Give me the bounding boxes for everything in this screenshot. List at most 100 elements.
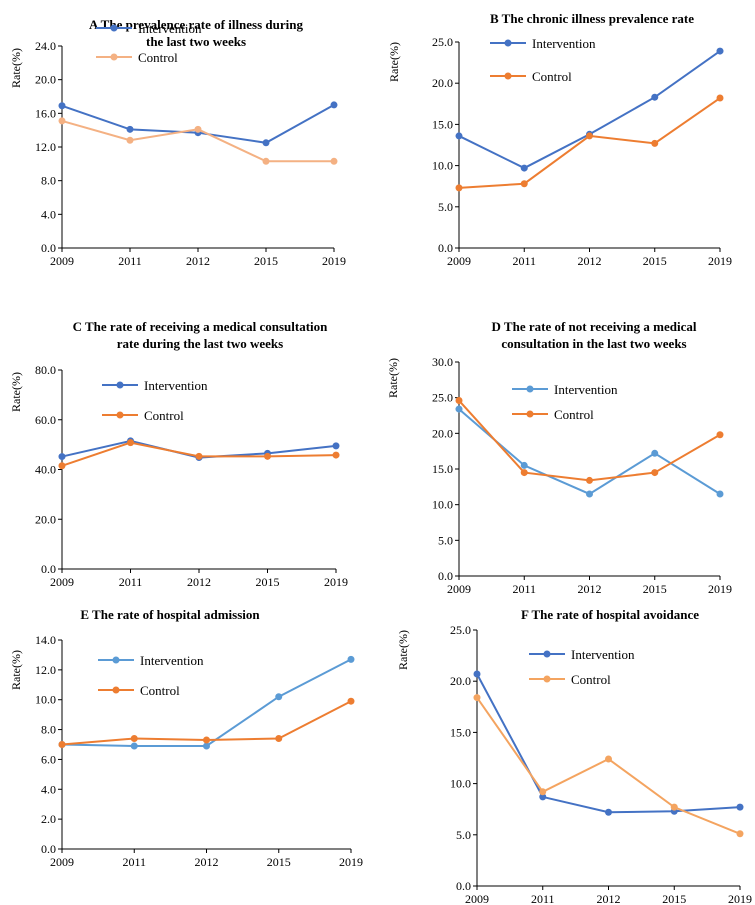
- data-point-intervention: [651, 449, 659, 457]
- data-point-control: [130, 735, 138, 743]
- data-point-intervention: [330, 101, 338, 109]
- x-tick-label: 2015: [662, 892, 686, 905]
- data-point-control: [605, 755, 612, 763]
- data-point-control: [716, 431, 724, 439]
- y-tick-label: 30.0: [432, 355, 453, 369]
- data-point-intervention: [716, 47, 724, 55]
- y-tick-label: 6.0: [41, 752, 56, 766]
- data-point-intervention: [605, 808, 612, 816]
- y-tick-label: 10.0: [432, 159, 453, 173]
- y-tick-label: 20.0: [450, 674, 471, 688]
- data-point-intervention: [520, 164, 528, 172]
- x-tick-label: 2019: [728, 892, 752, 905]
- x-tick-label: 2011: [122, 855, 146, 869]
- data-point-control: [651, 469, 659, 477]
- y-tick-label: 20.0: [35, 512, 56, 526]
- y-axis-label: Rate(%): [387, 42, 401, 82]
- x-tick-label: 2011: [531, 892, 555, 905]
- y-axis-label: Rate(%): [396, 630, 410, 670]
- data-point-control: [330, 157, 338, 165]
- legend-label-control: Control: [554, 407, 594, 422]
- series-line-intervention: [61, 104, 335, 144]
- data-point-control: [58, 741, 66, 748]
- legend-marker-control: [116, 411, 124, 419]
- x-tick-label: 2009: [50, 575, 74, 589]
- legend-marker-control: [543, 675, 551, 683]
- data-point-intervention: [130, 742, 138, 750]
- x-tick-label: 2012: [186, 254, 210, 268]
- y-tick-label: 25.0: [432, 35, 453, 49]
- data-point-intervention: [275, 693, 283, 701]
- y-tick-label: 15.0: [432, 117, 453, 131]
- y-tick-label: 20.0: [35, 73, 56, 87]
- x-tick-label: 2009: [50, 254, 74, 268]
- data-point-control: [262, 157, 270, 165]
- y-tick-label: 15.0: [450, 725, 471, 739]
- y-tick-label: 40.0: [35, 463, 56, 477]
- y-tick-label: 10.0: [35, 693, 56, 707]
- x-tick-label: 2015: [267, 855, 291, 869]
- data-point-intervention: [455, 132, 463, 140]
- y-tick-label: 10.0: [432, 498, 453, 512]
- chart-panel-a: A The prevalence rate of illness during t…: [9, 17, 346, 268]
- y-tick-label: 15.0: [432, 462, 453, 476]
- chart-title: consultation in the last two weeks: [501, 336, 686, 351]
- legend-marker-intervention: [526, 385, 534, 393]
- series-line-intervention: [458, 50, 721, 170]
- y-tick-label: 24.0: [35, 39, 56, 53]
- data-point-intervention: [539, 793, 547, 801]
- legend-marker-control: [112, 686, 120, 694]
- legend-marker-intervention: [116, 381, 124, 389]
- data-point-control: [736, 830, 744, 838]
- chart-panel-d: D The rate of not receiving a medical con…: [386, 319, 732, 596]
- x-tick-label: 2019: [322, 254, 346, 268]
- y-tick-label: 12.0: [35, 663, 56, 677]
- y-tick-label: 8.0: [41, 723, 56, 737]
- chart-title: C The rate of receiving a medical consul…: [73, 319, 329, 334]
- data-point-intervention: [736, 803, 744, 811]
- x-tick-label: 2015: [256, 575, 280, 589]
- y-tick-label: 10.0: [450, 777, 471, 791]
- legend-label-control: Control: [532, 69, 572, 84]
- data-point-intervention: [651, 93, 659, 101]
- series-line-control: [458, 97, 721, 189]
- data-point-control: [58, 117, 66, 125]
- x-tick-label: 2009: [465, 892, 489, 905]
- legend-label-control: Control: [138, 50, 178, 65]
- chart-panel-c: C The rate of receiving a medical consul…: [9, 319, 348, 589]
- y-tick-label: 5.0: [456, 828, 471, 842]
- legend-label-intervention: Intervention: [138, 21, 202, 36]
- x-tick-label: 2012: [195, 855, 219, 869]
- data-point-control: [473, 694, 481, 702]
- data-point-intervention: [262, 139, 270, 147]
- y-axis-label: Rate(%): [9, 650, 23, 690]
- data-point-control: [586, 476, 593, 484]
- y-tick-label: 16.0: [35, 106, 56, 120]
- legend-label-control: Control: [144, 408, 184, 423]
- y-tick-label: 14.0: [35, 633, 56, 647]
- data-point-control: [455, 397, 463, 405]
- data-point-intervention: [332, 442, 340, 450]
- series-line-intervention: [476, 673, 741, 814]
- data-point-intervention: [58, 102, 66, 110]
- chart-panel-f: F The rate of hospital avoidance Rate(%) 0…: [396, 607, 752, 905]
- data-point-control: [275, 735, 283, 743]
- chart-panel-b: B The chronic illness prevalence rate Rat…: [387, 11, 732, 268]
- x-tick-label: 2011: [119, 575, 143, 589]
- x-tick-label: 2019: [324, 575, 348, 589]
- y-tick-label: 5.0: [438, 200, 453, 214]
- x-tick-label: 2009: [447, 582, 471, 596]
- x-tick-label: 2012: [187, 575, 211, 589]
- chart-title: E The rate of hospital admission: [80, 607, 260, 622]
- y-tick-label: 20.0: [432, 76, 453, 90]
- y-tick-label: 5.0: [438, 533, 453, 547]
- data-point-control: [520, 180, 528, 188]
- y-axis-label: Rate(%): [9, 372, 23, 412]
- chart-title: the last two weeks: [146, 34, 246, 49]
- data-point-intervention: [473, 670, 481, 678]
- data-point-intervention: [126, 125, 134, 133]
- data-point-control: [127, 439, 134, 447]
- data-point-control: [203, 736, 210, 744]
- x-tick-label: 2015: [643, 582, 667, 596]
